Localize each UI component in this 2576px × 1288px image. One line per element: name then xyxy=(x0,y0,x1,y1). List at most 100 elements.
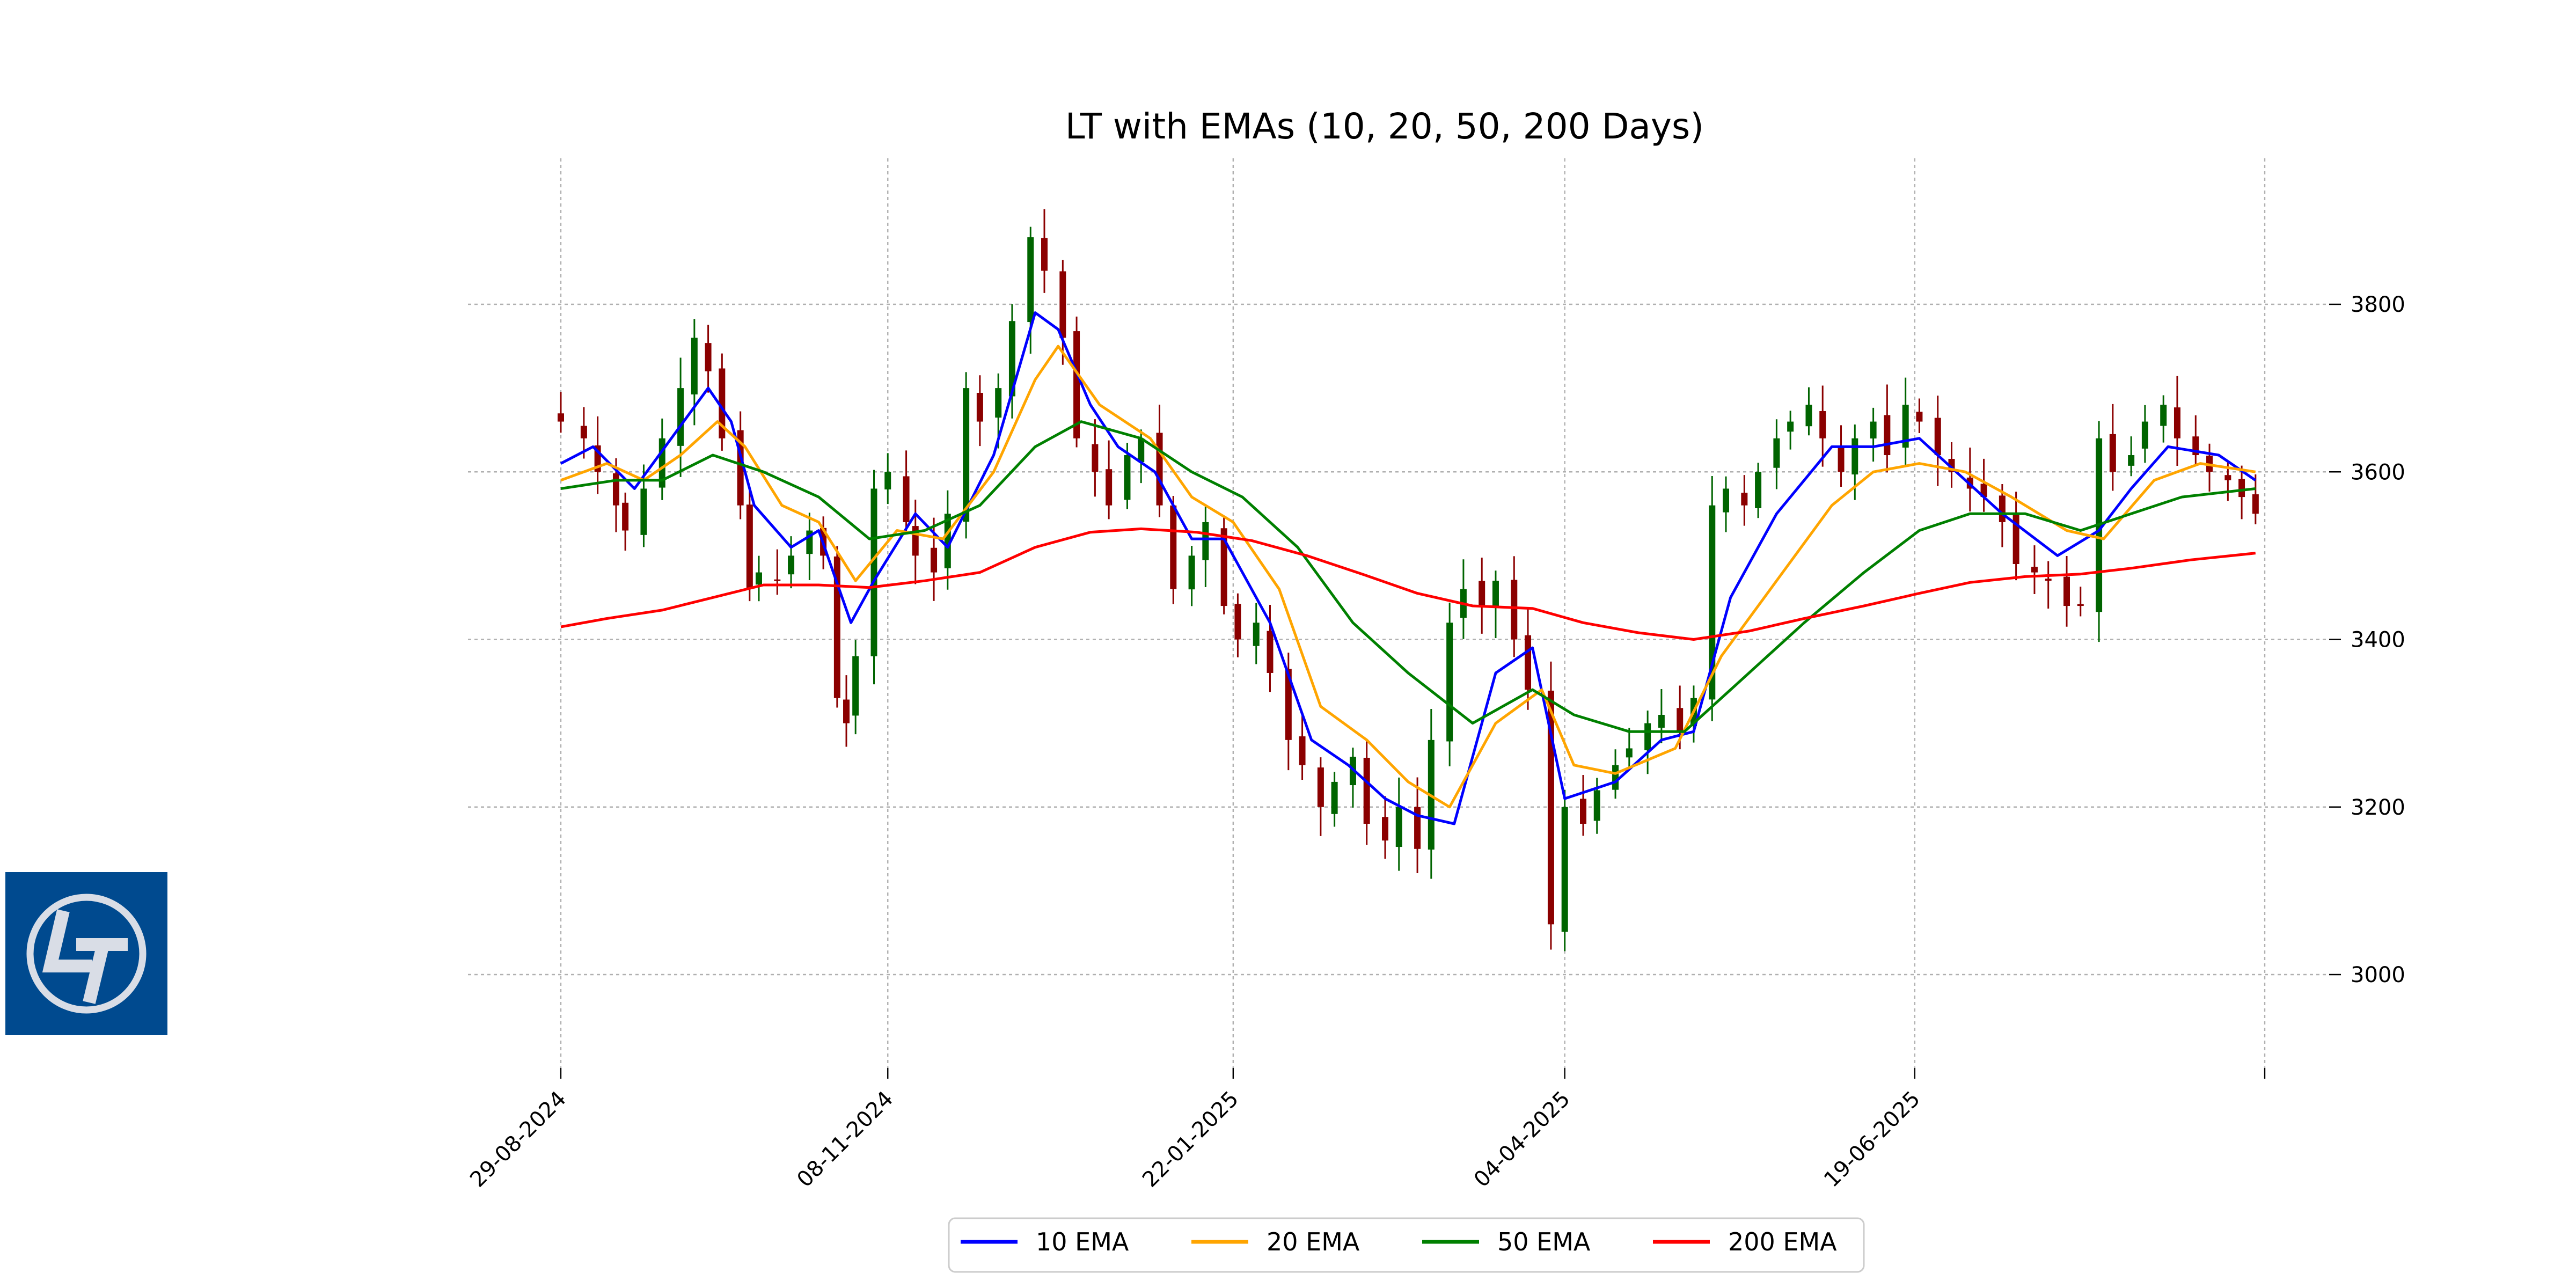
chart-title: LT with EMAs (10, 20, 50, 200 Days) xyxy=(1065,106,1704,147)
candle-body xyxy=(1092,444,1099,472)
candle-body xyxy=(755,572,762,585)
y-tick-label: 3400 xyxy=(2351,628,2405,653)
candle-body xyxy=(931,547,938,573)
candle-body xyxy=(852,656,859,716)
candle-body xyxy=(1220,528,1227,606)
candle-body xyxy=(1547,690,1554,925)
candle-body xyxy=(2224,475,2231,480)
candle-body xyxy=(2141,421,2148,449)
candle-body xyxy=(1773,438,1780,468)
candle-body xyxy=(612,473,619,506)
candle-body xyxy=(1723,488,1730,513)
candle-body xyxy=(2174,407,2180,438)
candle-body xyxy=(580,426,587,438)
candle-body xyxy=(2109,434,2116,472)
candle-body xyxy=(788,555,795,575)
candle-body xyxy=(1980,484,1987,497)
candle-body xyxy=(1414,807,1421,849)
candle-body xyxy=(1838,446,1845,472)
x-tick-label: 08-11-2024 xyxy=(792,1087,898,1192)
candle-body xyxy=(1870,421,1877,439)
candle-body xyxy=(1819,411,1826,438)
logo-t-mark xyxy=(76,938,128,1004)
candle-body xyxy=(1658,715,1665,728)
candle-body xyxy=(705,343,712,371)
candle-body xyxy=(558,413,564,422)
50-ema-line xyxy=(560,420,2256,733)
candle-body xyxy=(1008,321,1015,397)
200-ema-line xyxy=(560,527,2256,641)
candle-body xyxy=(1644,723,1651,750)
candle-body xyxy=(1884,415,1891,456)
candle-body xyxy=(1492,581,1499,607)
y-tick-label: 3000 xyxy=(2351,963,2405,987)
candle-body xyxy=(884,472,891,490)
x-tick-label: 29-08-2024 xyxy=(465,1087,571,1192)
legend-label-50-ema: 50 EMA xyxy=(1497,1227,1591,1256)
10-ema-line xyxy=(560,311,2257,825)
candle-body xyxy=(1709,505,1716,700)
candle-body xyxy=(843,699,850,723)
y-tick-label: 3800 xyxy=(2351,292,2405,317)
candle-body xyxy=(1041,238,1048,271)
candle-body xyxy=(1299,736,1306,765)
candle-body xyxy=(1805,405,1812,427)
candle-body xyxy=(995,388,1002,418)
candle-body xyxy=(944,514,951,568)
candle-body xyxy=(640,488,647,535)
legend-label-10-ema: 10 EMA xyxy=(1036,1227,1129,1256)
candle-body xyxy=(976,393,983,422)
candle-body xyxy=(1331,781,1338,814)
candle-body xyxy=(1580,799,1586,824)
candle-body xyxy=(719,368,726,438)
candle-body xyxy=(1934,418,1941,456)
candle-body xyxy=(1156,433,1163,506)
candle-body xyxy=(1234,604,1241,640)
candle-body xyxy=(870,488,877,656)
logo-l-mark xyxy=(42,909,92,972)
candle-body xyxy=(2160,405,2167,426)
legend: 10 EMA 20 EMA 50 EMA 200 EMA xyxy=(948,1217,1865,1273)
candle-body xyxy=(691,338,698,394)
legend-label-20-ema: 20 EMA xyxy=(1267,1227,1360,1256)
candle-body xyxy=(1851,438,1858,475)
candle-body xyxy=(1202,522,1209,560)
candle-body xyxy=(1395,807,1402,847)
candle-body xyxy=(2238,479,2245,497)
candle-body xyxy=(622,502,629,531)
ema-lines xyxy=(560,311,2257,825)
candle-body xyxy=(1253,623,1260,646)
candle-body xyxy=(1902,405,1909,448)
candle-body xyxy=(1170,505,1177,589)
candle-body xyxy=(1285,669,1292,740)
y-tick-label: 3600 xyxy=(2351,460,2405,485)
grid xyxy=(468,158,2329,1068)
lt-logo xyxy=(5,872,167,1035)
candle-body xyxy=(1479,581,1485,606)
candle-body xyxy=(1059,271,1066,338)
candle-body xyxy=(1612,765,1619,790)
candle-body xyxy=(1073,331,1080,438)
candle-body xyxy=(1446,623,1453,742)
candle-body xyxy=(2252,494,2259,514)
candle-body xyxy=(2128,455,2135,466)
candle-body xyxy=(1626,748,1633,758)
legend-label-200-ema: 200 EMA xyxy=(1728,1227,1837,1256)
candle-body xyxy=(1525,635,1532,690)
candle-body xyxy=(1511,580,1518,640)
x-tick-label: 19-06-2025 xyxy=(1819,1087,1925,1192)
candle-body xyxy=(2077,604,2084,606)
20-ema-line xyxy=(560,345,2256,809)
candle-body xyxy=(2031,567,2038,573)
candle-body xyxy=(1267,631,1274,673)
candle-body xyxy=(746,504,753,589)
candle-body xyxy=(1787,421,1794,432)
axes: 3000 3200 3400 3600 3800 29-08-2024 08-11-2024… xyxy=(465,292,2405,1192)
x-tick-label: 22-01-2025 xyxy=(1138,1087,1243,1192)
logo-ring xyxy=(26,894,147,1014)
candle-body xyxy=(1027,237,1034,323)
candle-body xyxy=(1677,708,1684,732)
candle-body xyxy=(2045,579,2052,581)
candle-body xyxy=(1382,817,1389,841)
